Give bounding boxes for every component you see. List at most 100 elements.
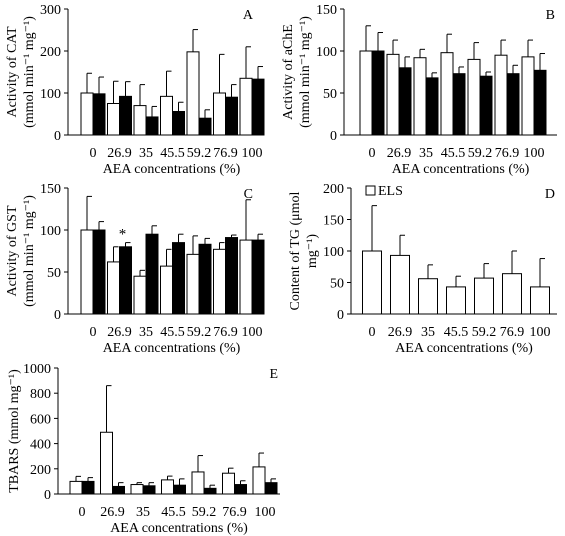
panel-c-bar [145, 233, 159, 315]
panel-c-y-axis-title-line1: Activity of GST [5, 205, 20, 296]
panel-e-xtick-label: 26.9 [100, 505, 125, 520]
panel-d-x-axis-title: AEA concentrations (%) [395, 341, 533, 356]
panel-b-letter: B [546, 8, 555, 23]
panel-a-ytick-label: 100 [40, 87, 61, 102]
panel-b-y-axis-title-line1: Activity of aChE [281, 24, 296, 120]
panel-d-xtick-label: 35 [421, 325, 435, 340]
panel-e-xtick-label: 0 [79, 505, 86, 520]
panel-a-bar [186, 51, 200, 136]
panel-e-x-axis-title: AEA concentrations (%) [110, 521, 248, 536]
panel-d-xtick-label: 26.9 [388, 325, 413, 340]
panel-d-y-axis-title-line1: Content of TG (μmol [288, 191, 303, 310]
panel-d-y-axis-title-line2: mg⁻¹) [305, 234, 320, 268]
panel-e-bar [142, 485, 156, 495]
panel-c-xtick-label: 26.9 [107, 325, 132, 340]
panel-c-letter: C [244, 187, 253, 202]
panel-b-bar [521, 56, 535, 136]
panel-e-bar [252, 466, 266, 495]
panel-d-bar [418, 278, 438, 315]
panel-a-y-axis-title-line2: (mmol min⁻¹ mg⁻¹) [22, 16, 37, 128]
panel-b-bar [452, 73, 466, 136]
panel-b-xtick-label: 76.9 [495, 146, 520, 161]
panel-d-ytick-label: 100 [323, 245, 344, 260]
panel-e-ytick-label: 1000 [23, 362, 51, 377]
panel-b-ytick-label: 0 [330, 129, 337, 144]
panel-e-bar [112, 485, 125, 495]
panel-a-bar [145, 116, 159, 136]
panel-d-ytick-label: 200 [323, 182, 344, 197]
panel-a-bar [107, 103, 120, 136]
panel-a-bar [251, 78, 265, 136]
panel-b-xtick-label: 26.9 [387, 146, 412, 161]
panel-a-y-axis-title-line1: Activity of CAT [5, 26, 20, 117]
panel-b-bar [467, 58, 481, 136]
panel-a-bar [198, 117, 212, 136]
panel-c-bar [186, 253, 200, 315]
panel-a-bar [225, 96, 238, 136]
panel-e-bar [69, 480, 83, 495]
panel-d-letter: D [545, 187, 555, 202]
panel-b-bar [371, 50, 385, 136]
panel-c-xtick-label: 100 [242, 325, 263, 340]
panel-d-bar [446, 286, 466, 315]
panel-e-bar [203, 487, 217, 495]
panel-e-xtick-label: 76.9 [222, 505, 247, 520]
panel-c-significance-mark: * [119, 227, 127, 243]
panel-a-bar [133, 105, 147, 136]
panel-b-ytick-label: 50 [323, 87, 337, 102]
panel-e-xtick-label: 59.2 [192, 505, 217, 520]
panel-c-xtick-label: 59.2 [187, 325, 212, 340]
panel-d-xtick-label: 76.9 [500, 325, 525, 340]
panel-e-bar [130, 484, 144, 495]
panel-b-bar [386, 53, 400, 136]
panel-c-bar [80, 229, 94, 315]
panel-e-bar [191, 471, 205, 495]
panel-e-bar [264, 482, 278, 495]
panel-d-bar [502, 273, 522, 315]
panel-b-y-axis-title-line2: (mmol min⁻¹ mg⁻¹) [298, 16, 313, 128]
panel-c-xtick-label: 35 [139, 325, 153, 340]
panel-a-xtick-label: 0 [90, 146, 97, 161]
panel-d-bar [390, 254, 410, 315]
panel-e-xtick-label: 100 [255, 505, 276, 520]
panel-e-xtick-label: 45.5 [161, 505, 186, 520]
panel-d-xtick-label: 100 [530, 325, 551, 340]
panel-a-bar [172, 110, 185, 136]
panel-a-xtick-label: 45.5 [160, 146, 185, 161]
panel-b-xtick-label: 0 [369, 146, 376, 161]
panel-b-bar [398, 67, 412, 136]
panel-c-bar [213, 248, 226, 315]
panel-a-bar [160, 95, 173, 136]
panel-e-ytick-label: 0 [44, 488, 51, 503]
panel-b-ytick-label: 100 [316, 45, 337, 60]
panel-d-bar [474, 277, 494, 315]
panel-d-ytick-label: 50 [330, 277, 344, 292]
panel-e-bar [222, 472, 235, 495]
panel-d-bar [530, 286, 550, 315]
panel-a-xtick-label: 100 [242, 146, 263, 161]
panel-b-xtick-label: 59.2 [468, 146, 493, 161]
panel-e-ytick-label: 800 [30, 387, 51, 402]
panel-e-bar [173, 484, 186, 495]
panel-d-ytick-label: 0 [337, 308, 344, 323]
panel-e-ytick-label: 400 [30, 438, 51, 453]
panel-d-xtick-label: 45.5 [444, 325, 469, 340]
panel-b-ytick-label: 150 [316, 3, 337, 18]
panel-d-legend-label: ELS [378, 184, 403, 199]
panel-a-xtick-label: 76.9 [213, 146, 238, 161]
panel-e-ytick-label: 200 [30, 463, 51, 478]
panel-e-y-axis-title: TBARS (mmol mg⁻¹) [7, 369, 22, 493]
panel-a-xtick-label: 59.2 [187, 146, 212, 161]
panel-d-bar [362, 250, 382, 315]
panel-a-bar [239, 77, 253, 136]
panel-a-ytick-label: 200 [40, 45, 61, 60]
panel-c-ytick-label: 0 [54, 308, 61, 323]
panel-d-xtick-label: 59.2 [472, 325, 497, 340]
panel-e-bar [81, 480, 95, 495]
panel-e-bar [100, 431, 113, 495]
panel-b-xtick-label: 45.5 [441, 146, 466, 161]
panel-c-xtick-label: 0 [90, 325, 97, 340]
panel-b-bar [506, 73, 520, 136]
panel-e-ytick-label: 600 [30, 412, 51, 427]
panel-e-bar [234, 484, 247, 495]
